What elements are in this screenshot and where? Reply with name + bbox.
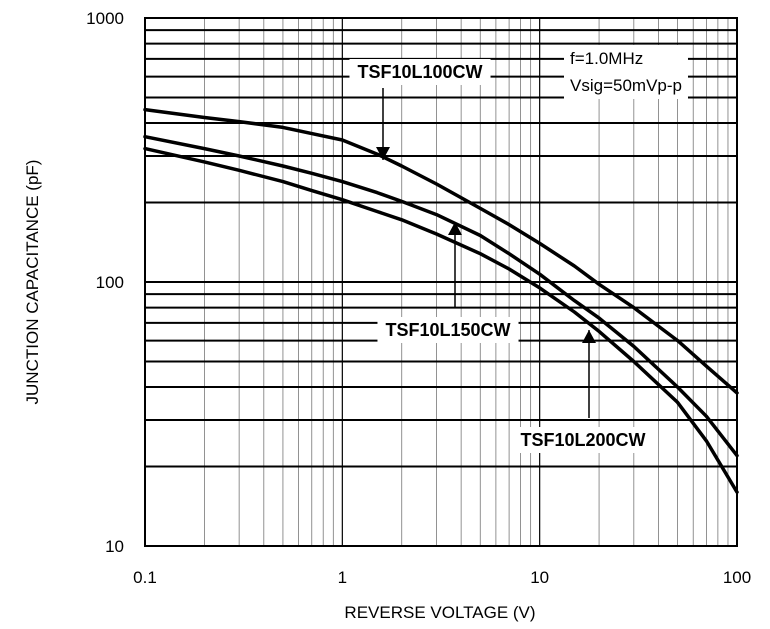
y-tick-label: 1000 [86, 9, 124, 28]
x-tick-label: 0.1 [133, 568, 157, 587]
arrow-tsf10l150cw-head [448, 222, 462, 235]
condition-box [564, 45, 688, 99]
condition-freq: f=1.0MHz [570, 49, 643, 68]
tick-label-layer: 0.1 1 10 100 10 100 1000 [86, 9, 751, 587]
plot-frame [144, 17, 738, 547]
y-tick-label: 100 [96, 273, 124, 292]
arrow-tsf10l200cw-head [582, 330, 596, 343]
arrow-tsf10l100cw-head [376, 147, 390, 160]
annotation-layer: f=1.0MHz Vsig=50mVp-p TSF10L100CW TSF10L150… [349, 45, 688, 453]
series-line-1 [143, 107, 739, 395]
label-tsf10l200cw: TSF10L200CW [520, 430, 645, 450]
x-tick-label: 10 [530, 568, 549, 587]
series-layer [143, 107, 739, 494]
label-tsf10l150cw-bg [377, 317, 519, 343]
x-tick-label: 100 [723, 568, 751, 587]
label-tsf10l100cw-bg [349, 59, 491, 85]
series-line-3 [143, 146, 739, 494]
label-tsf10l200cw-bg [512, 427, 654, 453]
y-tick-label: 10 [105, 537, 124, 556]
y-axis-label: JUNCTION CAPACITANCE (pF) [23, 160, 42, 405]
x-tick-label: 1 [338, 568, 347, 587]
x-axis-label: REVERSE VOLTAGE (V) [344, 603, 535, 622]
condition-vsig: Vsig=50mVp-p [570, 76, 682, 95]
label-tsf10l100cw: TSF10L100CW [357, 62, 482, 82]
series-line-2 [143, 134, 739, 458]
label-tsf10l150cw: TSF10L150CW [385, 320, 510, 340]
